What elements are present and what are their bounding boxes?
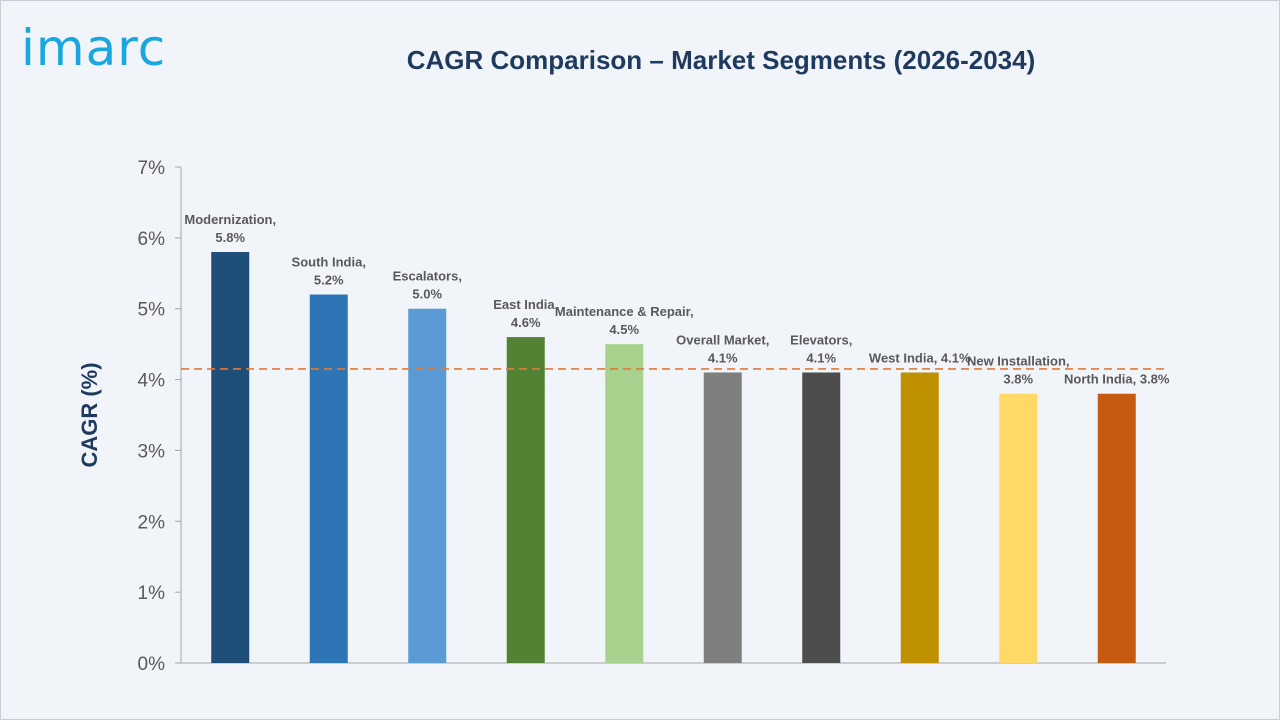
y-tick-label: 4% (138, 371, 166, 392)
data-label: 5.2% (314, 273, 344, 288)
data-label: Escalators, (393, 269, 462, 284)
data-label: Elevators, (790, 332, 852, 347)
data-label: North India, 3.8% (1064, 372, 1170, 387)
y-tick-label: 7% (138, 158, 166, 179)
data-label: South India, (292, 255, 366, 270)
data-label: Overall Market, (676, 332, 769, 347)
data-label: Modernization, (184, 212, 276, 227)
data-label: 4.1% (806, 350, 836, 365)
y-tick-label: 0% (138, 654, 166, 675)
bar (1097, 393, 1136, 663)
y-tick-label: 1% (138, 583, 166, 604)
bar (999, 393, 1038, 663)
bar (802, 372, 841, 663)
y-tick-label: 5% (138, 300, 166, 321)
data-label: 3.8% (1003, 372, 1033, 387)
bar (211, 252, 250, 663)
chart-title: CAGR Comparison – Market Segments (2026-… (406, 45, 1036, 75)
data-label: 4.1% (708, 350, 738, 365)
imarc-logo: imarc (21, 19, 167, 77)
data-label: Maintenance & Repair, (555, 304, 694, 319)
bar (309, 294, 348, 663)
data-label: West India, 4.1% (869, 350, 971, 365)
data-label: 4.6% (511, 315, 541, 330)
data-label: New Installation, (967, 354, 1070, 369)
data-label: 5.0% (412, 287, 442, 302)
bar (506, 337, 545, 663)
y-tick-label: 3% (138, 441, 166, 462)
data-label: East India, (493, 297, 558, 312)
bar (703, 372, 742, 663)
bar (408, 308, 447, 663)
bar (900, 372, 939, 663)
data-label: 5.8% (215, 230, 245, 245)
y-axis-title: CAGR (%) (77, 362, 102, 467)
bar (605, 344, 644, 663)
y-tick-label: 6% (138, 229, 166, 250)
y-tick-label: 2% (138, 512, 166, 533)
data-label: 4.5% (609, 322, 639, 337)
